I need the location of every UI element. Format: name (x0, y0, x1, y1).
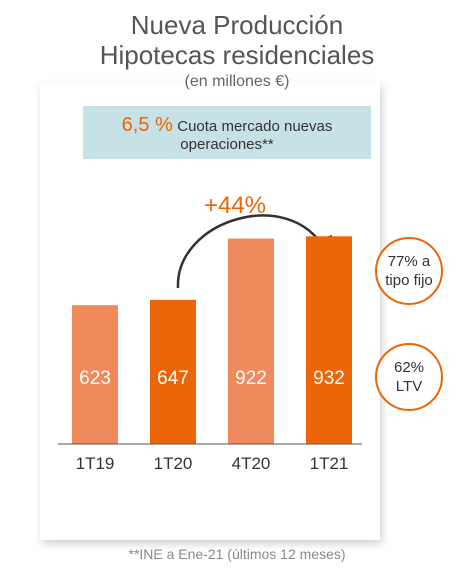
market-share-text-line2: operaciones** (180, 136, 274, 153)
x-tick-label: 4T20 (232, 454, 271, 473)
fixed-rate-line2: tipo fijo (385, 272, 433, 289)
bar-value-label: 932 (313, 368, 345, 389)
bar-1T21 (306, 236, 352, 444)
ltv-line2: LTV (395, 378, 423, 395)
market-share-box: 6,5 % Cuota mercado nuevas operaciones** (83, 106, 371, 159)
ltv-line1: 62% (393, 359, 425, 376)
market-share-text-line1: Cuota mercado nuevas (177, 118, 333, 135)
fixed-rate-line1: 77% a (387, 253, 431, 270)
bar-value-label: 922 (235, 368, 267, 389)
ltv-circle: 62% LTV (375, 343, 443, 411)
x-tick-label: 1T19 (76, 454, 115, 473)
x-tick-label: 1T21 (310, 454, 349, 473)
bar-1T19 (72, 305, 118, 444)
x-tick-label: 1T20 (154, 454, 193, 473)
chart-unit-label: (en millones €) (184, 73, 290, 90)
chart-title-line1: Nueva Producción (130, 10, 344, 40)
chart-title-line2: Hipotecas residenciales (99, 40, 375, 70)
market-share-value: 6,5 % (121, 114, 173, 136)
fixed-rate-circle: 77% a tipo fijo (375, 237, 443, 305)
bar-value-label: 623 (79, 368, 111, 389)
bar-1T20 (150, 299, 196, 444)
bar-4T20 (228, 238, 274, 444)
footnote: **INE a Ene-21 (últimos 12 meses) (128, 546, 346, 562)
growth-arrow (176, 214, 327, 289)
bar-value-label: 647 (157, 368, 189, 389)
